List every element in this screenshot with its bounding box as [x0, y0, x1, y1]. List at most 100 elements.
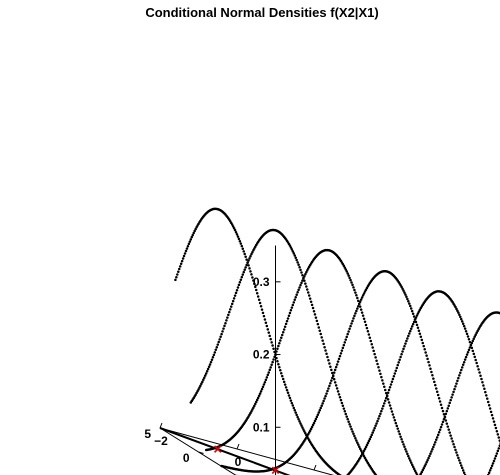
x1-tick-mark — [198, 451, 204, 454]
density-point — [258, 301, 262, 305]
density-point — [310, 303, 314, 307]
density-point — [210, 358, 214, 361]
density-point — [494, 454, 498, 458]
density-point — [293, 298, 296, 302]
density-point — [394, 421, 398, 425]
density-point — [266, 373, 270, 377]
x1-tick-label: 5 — [144, 427, 151, 441]
density-point — [251, 250, 254, 254]
density-point — [434, 387, 438, 390]
density-point — [345, 270, 348, 273]
density-curves — [174, 207, 500, 475]
density-point — [234, 291, 238, 295]
density-point — [360, 296, 364, 299]
density-point — [256, 295, 260, 298]
density-point — [364, 445, 368, 449]
density-point — [385, 395, 389, 398]
density-point — [250, 273, 253, 276]
density-point — [255, 398, 259, 402]
density-point — [355, 294, 358, 297]
density-point — [425, 461, 428, 464]
density-point — [207, 365, 211, 369]
density-point — [330, 379, 333, 382]
density-point — [194, 227, 197, 231]
density-point — [282, 380, 286, 384]
density-point — [445, 422, 449, 425]
density-point — [466, 350, 470, 354]
density-point — [224, 321, 227, 325]
density-point — [413, 469, 417, 472]
density-point — [375, 359, 378, 362]
density-point — [491, 462, 495, 465]
density-point — [324, 394, 327, 398]
density-point — [243, 252, 246, 256]
density-point — [405, 295, 408, 298]
density-point — [362, 449, 366, 453]
density-point — [412, 315, 416, 318]
density-point — [412, 320, 416, 324]
density-point — [364, 323, 368, 327]
density-point — [309, 300, 313, 303]
density-point — [448, 401, 451, 405]
density-point — [239, 242, 243, 245]
density-point — [424, 351, 427, 354]
density-point — [344, 338, 348, 341]
density-point — [231, 225, 235, 228]
density-point — [317, 411, 321, 414]
density-point — [393, 372, 397, 375]
density-point — [279, 339, 282, 342]
density-point — [257, 394, 261, 397]
density-point — [295, 293, 298, 296]
density-point — [369, 339, 373, 343]
z-tick-label: 0.3 — [253, 275, 270, 289]
density-point — [389, 383, 393, 386]
density-point — [285, 319, 289, 323]
density-point — [425, 354, 428, 357]
density-point — [273, 350, 276, 354]
density-point — [457, 456, 460, 460]
mean-marker — [213, 445, 222, 453]
density-point — [409, 461, 413, 464]
density-point — [428, 454, 431, 458]
density-point — [312, 309, 316, 313]
density-point — [356, 296, 359, 300]
density-point — [263, 380, 267, 384]
density-point — [442, 413, 446, 416]
density-point — [400, 438, 403, 441]
density-point — [371, 346, 374, 349]
density-point — [399, 355, 402, 359]
density-point — [238, 281, 242, 284]
density-point — [370, 343, 373, 346]
density-point — [411, 312, 415, 316]
density-point — [292, 252, 296, 255]
density-point — [244, 266, 247, 269]
density-point — [332, 378, 336, 381]
density-point — [226, 316, 229, 319]
density-point — [281, 377, 285, 381]
density-point — [486, 397, 489, 400]
density-point — [253, 404, 256, 408]
density-point — [291, 250, 295, 253]
density-point — [397, 430, 400, 433]
density-point — [332, 374, 335, 378]
density-point — [379, 372, 382, 376]
density-point — [494, 426, 498, 430]
density-point — [455, 382, 458, 385]
density-point — [433, 380, 436, 384]
density-point — [284, 386, 288, 389]
density-point — [287, 394, 291, 397]
density-point — [306, 288, 309, 291]
density-point — [409, 329, 412, 333]
density-point — [289, 309, 293, 312]
density-point — [445, 409, 449, 413]
density-point — [400, 353, 403, 356]
density-point — [366, 330, 370, 333]
density-point — [363, 447, 367, 451]
density-point — [191, 233, 194, 237]
density-point — [266, 328, 270, 331]
density-point — [429, 452, 432, 456]
density-point — [349, 425, 352, 428]
density-point — [233, 228, 237, 232]
density-point — [302, 276, 305, 280]
density-point — [229, 308, 232, 311]
